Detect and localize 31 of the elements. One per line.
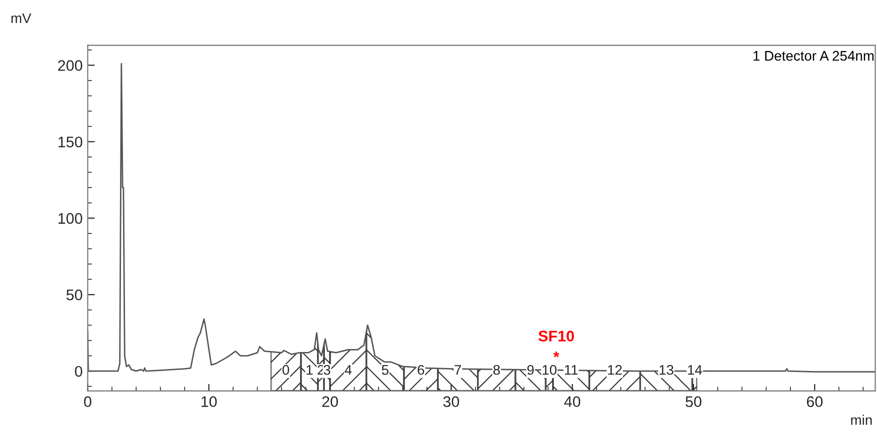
band-label: 13	[660, 364, 674, 375]
y-tick-label: 100	[58, 213, 82, 224]
x-tick-label: 20	[322, 396, 338, 408]
annotation: *	[553, 352, 560, 358]
x-tick-label: 60	[806, 396, 823, 408]
band-label: 10	[542, 364, 557, 375]
y-tick-label: 0	[74, 366, 82, 377]
x-tick-label: 30	[443, 396, 460, 408]
band-label: 11	[564, 365, 578, 375]
band-label: 5	[382, 365, 388, 375]
band-label: 1	[306, 365, 313, 375]
x-tick-label: 50	[686, 396, 702, 408]
y-tick-label: 200	[58, 60, 82, 71]
band-label: 7	[454, 365, 462, 375]
y-tick-label: 50	[66, 289, 82, 300]
band-label: 8	[493, 364, 500, 375]
band-label: 14	[688, 365, 702, 375]
band-label: 6	[418, 364, 424, 375]
x-tick-label: 40	[564, 396, 580, 408]
band-label: 0	[282, 364, 290, 375]
band-label: 12	[608, 364, 622, 375]
y-axis-title: mV	[11, 13, 32, 24]
x-tick-label: 0	[84, 396, 92, 408]
x-tick-label: 10	[202, 396, 217, 408]
band-label: 4	[344, 365, 352, 375]
band-label: 3	[324, 364, 330, 375]
y-tick-label: 150	[58, 136, 82, 148]
annotation: 1 Detector A 254nm	[754, 50, 874, 61]
x-axis-title: min	[851, 414, 872, 425]
band-label: 9	[527, 364, 534, 375]
annotation: SF10	[538, 330, 574, 342]
